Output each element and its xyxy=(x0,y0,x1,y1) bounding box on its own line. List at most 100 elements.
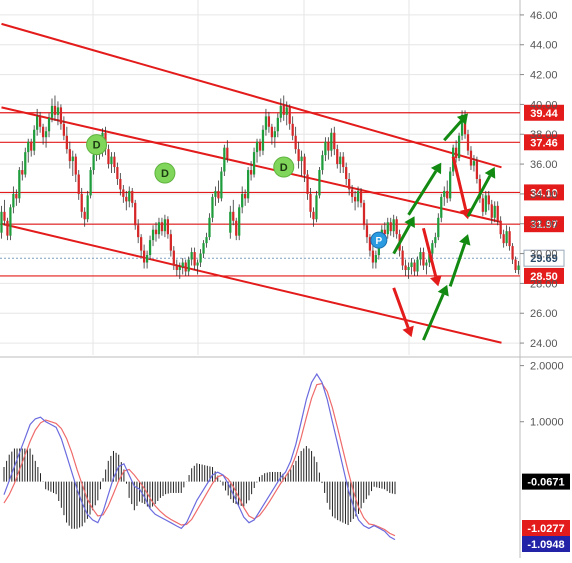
candle-body-up xyxy=(27,141,30,153)
candle-body-up xyxy=(187,259,190,272)
candle-body-down xyxy=(53,105,57,115)
candle-body-down xyxy=(3,211,6,221)
candle-body-down xyxy=(371,250,375,263)
candle-body-down xyxy=(454,147,458,159)
candle-body-down xyxy=(116,167,119,179)
candle-body-down xyxy=(122,189,125,197)
candle-body-down xyxy=(333,132,336,150)
candle-body-up xyxy=(472,161,476,166)
candle-body-down xyxy=(172,250,175,266)
candle-body-down xyxy=(345,167,348,179)
candle-body-up xyxy=(223,147,226,172)
candle-body-up xyxy=(279,105,282,118)
candle-body-up xyxy=(205,237,208,244)
candle-body-up xyxy=(0,211,3,233)
candle-body-down xyxy=(131,190,134,203)
candle-body-down xyxy=(270,126,274,138)
candle-body-down xyxy=(80,193,83,212)
candle-body-down xyxy=(309,193,312,212)
candle-body-down xyxy=(389,222,392,232)
candle-body-down xyxy=(422,252,425,266)
candle-body-down xyxy=(125,196,128,202)
candle-body-up xyxy=(460,114,464,136)
d-marker xyxy=(273,156,295,178)
candle-body-down xyxy=(514,259,517,270)
level-label: 39.44 xyxy=(530,108,558,120)
candle-body-down xyxy=(193,252,196,266)
d-marker xyxy=(86,134,108,156)
candle-body-up xyxy=(36,116,39,130)
macd-panel xyxy=(3,372,396,541)
candle-body-up xyxy=(145,255,149,263)
marker-label: D xyxy=(280,162,288,174)
candle-body-down xyxy=(463,114,467,135)
candle-body-down xyxy=(38,116,42,127)
macd-value-box xyxy=(522,536,570,552)
candle-body-up xyxy=(220,171,223,199)
macd-tick-label: 1.0000 xyxy=(530,417,564,429)
candle-body-down xyxy=(249,170,253,175)
candle-body-down xyxy=(294,135,297,150)
level-label-box xyxy=(524,267,564,284)
candle-body-down xyxy=(312,211,315,220)
candle-body-down xyxy=(258,141,262,151)
candle-body-down xyxy=(154,229,158,235)
candle-body-up xyxy=(71,156,74,162)
candle-body-down xyxy=(362,202,366,226)
candle-body-down xyxy=(342,156,345,168)
current-price-label: 29.69 xyxy=(530,253,558,265)
candle-body-up xyxy=(252,152,256,175)
candle-body-up xyxy=(410,262,413,267)
candle-body-down xyxy=(288,107,291,124)
candle-body-up xyxy=(318,170,321,196)
candle-body-down xyxy=(282,105,285,115)
candle-body-down xyxy=(496,205,499,221)
candle-body-up xyxy=(92,155,95,171)
candle-body-down xyxy=(65,135,68,150)
candle-body-up xyxy=(505,231,508,244)
candle-body-up xyxy=(163,219,167,232)
candle-body-down xyxy=(350,189,354,197)
channel-lines xyxy=(1,22,502,344)
candle-body-down xyxy=(113,156,116,168)
candle-body-down xyxy=(466,134,470,151)
y-tick-label: 42.00 xyxy=(530,70,558,82)
macd-value-box xyxy=(522,473,570,490)
candle-body-up xyxy=(434,237,437,244)
marker-label: P xyxy=(376,236,383,247)
candle-body-down xyxy=(303,156,306,175)
y-tick-label: 26.00 xyxy=(530,308,558,320)
candle-body-down xyxy=(502,234,505,244)
candle-body-down xyxy=(41,126,45,138)
candle-body-down xyxy=(490,204,493,218)
candle-body-down xyxy=(83,211,86,220)
candle-body-down xyxy=(499,220,502,235)
arrow-up-shaft xyxy=(392,224,411,255)
candle-body-down xyxy=(160,222,164,232)
candle-body-down xyxy=(359,190,363,203)
candle-body-down xyxy=(62,123,66,136)
y-tick-label: 38.00 xyxy=(530,129,558,141)
channel-line xyxy=(1,22,502,169)
y-tick-label: 44.00 xyxy=(530,40,558,52)
candle-body-up xyxy=(47,117,51,132)
candle-body-down xyxy=(487,195,490,205)
arrow-down-head xyxy=(429,275,442,287)
candle-body-down xyxy=(481,198,484,212)
candle-body-up xyxy=(392,219,395,232)
candle-body-up xyxy=(425,262,428,266)
candle-body-up xyxy=(128,190,131,202)
arrow-up-head xyxy=(456,113,468,125)
macd-tick-label: 2.0000 xyxy=(530,361,564,373)
p-marker xyxy=(370,231,388,249)
candle-body-up xyxy=(208,217,211,238)
candle-body-up xyxy=(12,193,15,208)
candle-body-down xyxy=(413,262,416,272)
candle-body-up xyxy=(229,211,232,233)
candle-body-down xyxy=(68,149,71,162)
candle-body-up xyxy=(443,190,446,197)
macd-value-label: -1.0948 xyxy=(527,539,564,551)
candle-body-down xyxy=(74,156,77,175)
